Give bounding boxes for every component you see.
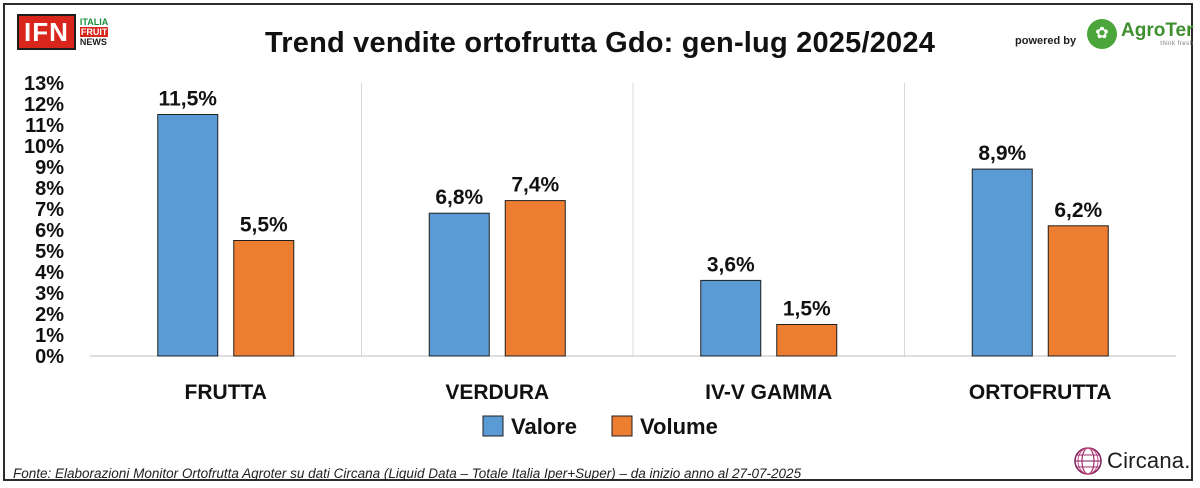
y-tick-label: 2% [35,304,64,326]
circana-logo: Circana. [1073,446,1191,476]
ifn-logo-line-3: NEWS [79,37,107,47]
data-label: 1,5% [783,298,831,321]
ifn-logo: IFN ITALIA FRUIT NEWS [17,14,109,50]
ifn-logo-text: ITALIA FRUIT NEWS [79,17,109,47]
legend-swatch-valore [482,415,504,437]
legend-swatch-volume [611,415,633,437]
bar-valore [971,168,1033,357]
source-note: Fonte: Elaborazioni Monitor Ortofrutta A… [13,466,802,481]
y-tick-label: 7% [35,199,64,221]
y-tick-label: 1% [35,325,64,347]
category-label: ORTOFRUTTA [969,381,1112,404]
y-tick-label: 0% [35,346,64,368]
data-label: 3,6% [707,253,755,276]
y-tick-label: 4% [35,262,64,284]
bar-valore [428,212,490,357]
data-label: 7,4% [511,174,559,197]
ifn-logo-line-2: FRUIT [79,27,109,37]
agroter-logo-name: AgroTer [1121,20,1194,41]
category-label: IV-V GAMMA [705,381,832,404]
tree-icon: ✿ [1087,19,1117,49]
y-tick-label: 12% [24,94,64,116]
y-tick-label: 5% [35,241,64,263]
bar-volume [776,324,838,357]
y-tick-label: 13% [24,73,64,95]
y-tick-label: 11% [25,115,64,137]
bar-volume [504,200,566,357]
bar-volume [1047,225,1109,357]
data-label: 5,5% [240,214,288,237]
y-tick-label: 8% [35,178,64,200]
bar-valore [157,114,219,357]
agroter-logo: ✿ AgroTer think fresh [1087,19,1193,49]
circana-globe-icon [1074,447,1102,475]
bar-valore [700,279,762,357]
powered-by-label: powered by [1015,35,1077,47]
ifn-logo-mark: IFN [17,14,76,50]
legend-label-volume: Volume [640,414,718,439]
legend-label-valore: Valore [511,414,577,439]
agroter-logo-tagline: think fresh [1160,41,1194,47]
data-label: 6,8% [435,186,483,209]
category-label: VERDURA [445,381,549,404]
y-tick-label: 3% [35,283,64,305]
data-label: 11,5% [159,88,218,111]
data-label: 6,2% [1054,199,1102,222]
y-tick-label: 6% [35,220,64,242]
data-label: 8,9% [978,142,1026,165]
chart-title: Trend vendite ortofrutta Gdo: gen-lug 20… [264,27,936,59]
y-tick-label: 9% [35,157,64,179]
y-tick-label: 10% [24,136,64,158]
category-label: FRUTTA [185,381,267,404]
bar-volume [233,240,295,357]
ifn-logo-line-1: ITALIA [79,17,109,27]
circana-logo-name: Circana. [1107,448,1191,473]
